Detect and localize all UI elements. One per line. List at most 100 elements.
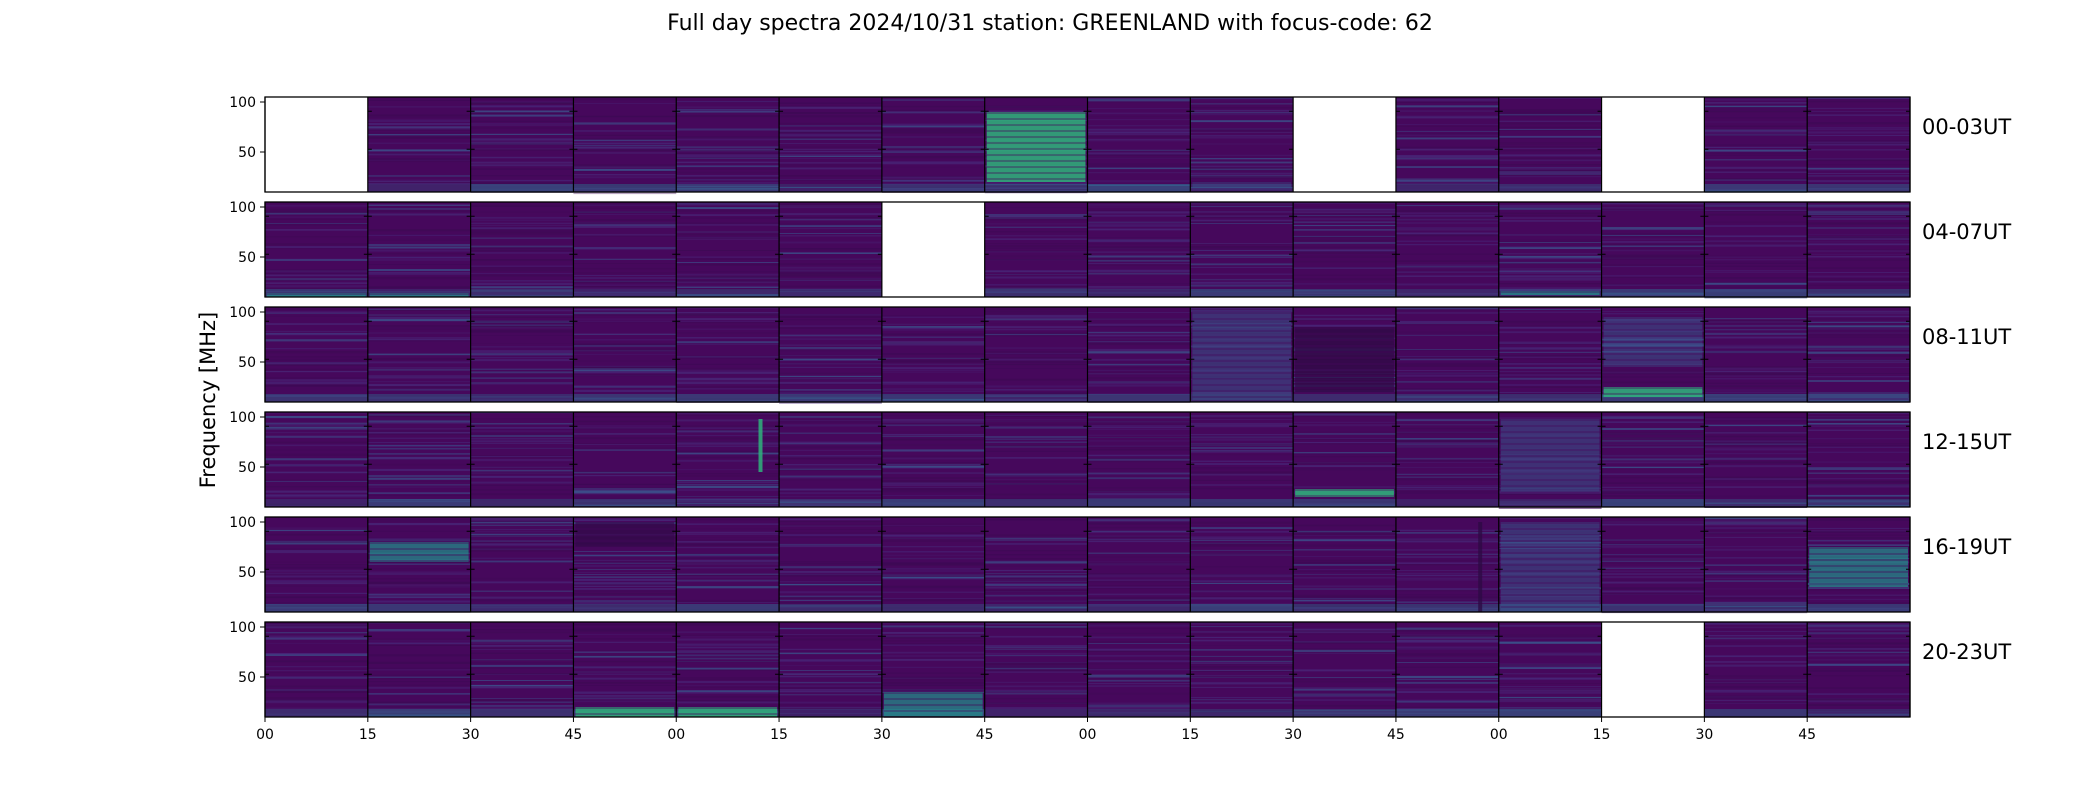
spectral-stripe [779,442,882,445]
spectral-stripe [1395,97,1499,100]
spectral-stripe [367,395,471,398]
spectral-stripe [1087,99,1191,102]
spectral-stripe [1087,367,1191,369]
spectral-stripe [1498,115,1602,117]
spectral-stripe [367,259,471,261]
spectral-stripe [265,358,368,361]
spectral-stripe [1087,658,1191,661]
spectral-stripe [881,672,985,674]
spectral-stripe [1190,636,1294,639]
spectral-stripe [367,119,471,121]
spectral-stripe [676,318,780,321]
spectral-stripe [1087,585,1191,587]
spectral-stripe [1704,332,1808,335]
spectral-stripe [676,214,780,216]
spectral-stripe [1704,132,1808,134]
spectral-stripe [1293,290,1396,292]
spectral-stripe [984,575,1088,578]
panel-background [1807,622,1910,717]
spectral-stripe [1190,216,1294,218]
feature-texture [1500,461,1600,463]
spectral-stripe [1395,473,1499,475]
feature-texture [1295,339,1394,341]
spectral-stripe [573,138,677,140]
spectral-stripe [779,479,882,481]
spectral-stripe [1087,562,1191,565]
panel-background [265,307,368,402]
spectral-stripe [1498,204,1602,207]
spectral-stripe [573,116,677,118]
spectral-stripe [265,697,368,699]
spectral-stripe [1498,358,1602,360]
panel-background [573,97,677,192]
spectral-stripe [265,436,368,438]
spectral-stripe [470,120,574,122]
spectral-stripe [573,115,677,117]
spectral-stripe [1498,700,1602,703]
spectral-stripe [265,561,368,563]
spectral-stripe [881,540,985,542]
spectral-feature [1192,312,1292,400]
spectral-stripe [1498,412,1602,415]
spectral-stripe [676,271,780,273]
spectral-stripe [881,398,985,401]
spectral-stripe [1190,221,1294,223]
spectrum-panel [984,202,1088,297]
spectral-stripe [676,580,780,582]
spectral-stripe [573,400,677,402]
spectral-stripe [1807,654,1910,657]
spectral-stripe [1293,539,1396,541]
spectral-stripe [573,500,677,502]
spectral-stripe [1395,293,1499,295]
spectrum-panel [367,97,471,192]
spectral-stripe [1395,295,1499,296]
panel-background [1807,307,1910,402]
spectral-stripe [1704,580,1808,582]
spectral-stripe [1190,527,1294,529]
spectral-stripe [470,711,574,713]
spectrum-panel [881,412,985,507]
spectral-stripe [367,114,471,116]
spectral-stripe [779,164,882,166]
spectrum-panel [265,97,368,192]
spectral-stripe [1190,682,1294,685]
spectral-stripe [1395,240,1499,242]
spectral-stripe [1704,695,1808,697]
spectral-stripe [1395,232,1499,235]
spectral-stripe [573,166,677,169]
spectral-stripe [984,580,1088,582]
spectral-stripe [573,627,677,630]
spectral-stripe [779,670,882,671]
spectral-stripe [1087,458,1191,461]
spectral-stripe [573,222,677,224]
spectral-stripe [1601,255,1705,258]
spectral-stripe [470,581,574,584]
spectral-stripe [1087,237,1191,238]
spectral-stripe [1395,691,1499,693]
spectrum-panel [1498,97,1602,192]
spectral-stripe [470,536,574,537]
spectral-stripe [1293,622,1396,625]
spectral-stripe [1190,521,1294,524]
spectrum-panel [1601,517,1705,614]
spectral-stripe [1498,112,1602,115]
spectral-stripe [779,372,882,375]
spectral-stripe [1087,683,1191,685]
spectral-stripe [265,666,368,668]
spectral-stripe [881,486,985,488]
spectral-stripe [265,205,368,207]
spectral-stripe [1704,121,1808,123]
spectral-stripe [984,181,1088,183]
spectral-stripe [984,475,1088,477]
spectral-stripe [265,412,368,414]
spectral-stripe [1087,490,1191,492]
spectral-stripe [470,484,574,486]
spectrum-panel [573,307,677,402]
spectrum-panel [1087,307,1191,403]
spectral-stripe [779,335,882,338]
spectral-stripe [1807,313,1910,315]
low-frequency-band [984,289,1088,297]
spectral-stripe [1087,674,1191,676]
spectral-stripe [1190,417,1294,419]
